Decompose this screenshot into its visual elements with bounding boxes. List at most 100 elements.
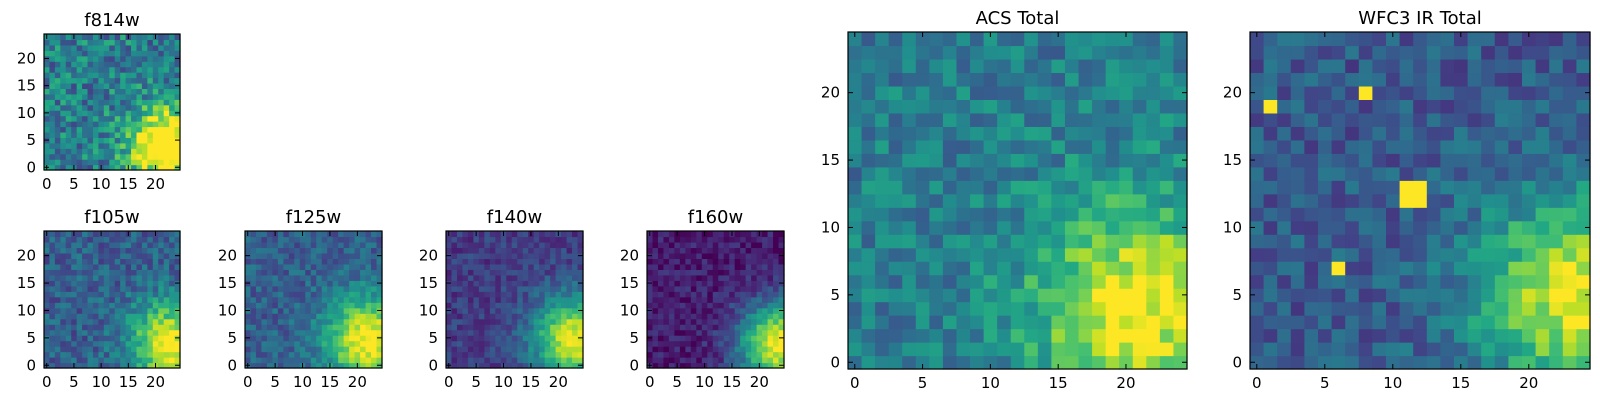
heatmap-cell (1494, 99, 1509, 114)
heatmap-cell (888, 99, 903, 114)
heatmap-cell (517, 291, 524, 298)
heatmap-cell (1358, 234, 1373, 249)
heatmap-cell (1562, 85, 1577, 100)
heatmap-cell (740, 346, 747, 353)
heatmap-cell (577, 258, 584, 265)
heatmap-cell (751, 241, 758, 249)
heatmap-cell (489, 307, 496, 314)
heatmap-cell (174, 72, 181, 79)
heatmap-cell (60, 34, 67, 41)
heatmap-cell (929, 126, 944, 141)
heatmap-cell (120, 99, 127, 106)
heatmap-cell (956, 180, 971, 195)
heatmap-cell (1132, 126, 1147, 141)
heatmap-cell (561, 258, 568, 265)
heatmap-cell (136, 164, 143, 171)
heatmap-cell (365, 357, 372, 364)
heatmap-cell (555, 357, 562, 364)
heatmap-cell (169, 346, 176, 353)
heatmap-cell (723, 236, 730, 243)
heatmap-cell (71, 121, 78, 128)
heatmap-cell (114, 99, 121, 106)
heatmap-cell (82, 280, 89, 287)
heatmap-cell (1277, 315, 1292, 330)
heatmap-cell (272, 263, 279, 270)
heatmap-cell (360, 324, 367, 331)
heatmap-cell (848, 328, 863, 343)
heatmap-cell (120, 77, 127, 84)
heatmap-cell (136, 335, 143, 342)
heatmap-cell (462, 302, 469, 309)
heatmap-cell (1132, 220, 1147, 235)
heatmap-cell (1290, 58, 1305, 74)
heatmap-cell (970, 126, 985, 141)
heatmap-cell (929, 32, 944, 47)
heatmap-cell (1290, 261, 1305, 276)
heatmap-cell (997, 72, 1012, 87)
heatmap-cell (44, 357, 51, 364)
heatmap-cell (141, 329, 148, 336)
heatmap-cell (997, 99, 1012, 114)
heatmap-cell (310, 362, 317, 369)
heatmap-cell (1358, 126, 1373, 141)
heatmap-cell (773, 263, 780, 270)
heatmap-cell (169, 302, 176, 309)
heatmap-cell (71, 88, 78, 95)
heatmap-cell (1494, 193, 1509, 208)
heatmap-cell (92, 153, 99, 160)
heatmap-cell (734, 335, 741, 342)
heatmap-cell (92, 137, 99, 144)
heatmap-cell (1494, 32, 1509, 47)
heatmap-cell (517, 274, 524, 281)
heatmap-cell (902, 85, 917, 100)
heatmap-cell (1092, 45, 1107, 60)
heatmap-cell (1290, 85, 1305, 100)
heatmap-cell (288, 318, 295, 325)
heatmap-cell (316, 296, 323, 303)
heatmap-cell (354, 313, 361, 320)
heatmap-cell (141, 340, 148, 347)
heatmap-cell (723, 313, 730, 320)
heatmap-cell (147, 148, 154, 155)
heatmap-cell (712, 351, 719, 358)
heatmap-cell (120, 72, 127, 79)
heatmap-cell (360, 263, 367, 270)
y-tick-label: 10 (17, 104, 36, 122)
heatmap-cell (1119, 207, 1134, 222)
heatmap-cell (970, 301, 985, 316)
heatmap-cell (701, 247, 708, 254)
heatmap-cell (103, 241, 110, 249)
heatmap-cell (98, 72, 105, 79)
heatmap-cell (647, 329, 654, 336)
heatmap-cell (517, 296, 524, 303)
heatmap-cell (92, 335, 99, 342)
heatmap-cell (76, 110, 83, 117)
panel-title: f814w (84, 10, 139, 31)
heatmap-cell (60, 362, 67, 369)
heatmap-cell (360, 285, 367, 292)
heatmap-cell (652, 302, 659, 309)
heatmap-cell (751, 346, 758, 353)
heatmap-cell (1119, 32, 1134, 47)
heatmap-cell (970, 355, 985, 370)
heatmap-cell (550, 362, 557, 369)
heatmap-cell (92, 104, 99, 111)
panel-title: f125w (286, 207, 341, 228)
heatmap-cell (82, 77, 89, 84)
heatmap-cell (1522, 193, 1537, 208)
heatmap-cell (462, 335, 469, 342)
heatmap-cell (299, 247, 306, 254)
heatmap-cell (762, 247, 769, 254)
heatmap-cell (751, 357, 758, 364)
heatmap-cell (60, 93, 67, 100)
heatmap-cell (343, 291, 350, 298)
heatmap-cell (103, 131, 110, 138)
heatmap-cell (141, 131, 148, 138)
heatmap-cell (266, 329, 273, 336)
heatmap-cell (484, 357, 491, 364)
heatmap-cell (65, 44, 72, 51)
heatmap-cell (1481, 85, 1496, 100)
heatmap-cell (169, 335, 176, 342)
heatmap-cell (1508, 126, 1523, 141)
heatmap-cell (446, 351, 453, 358)
